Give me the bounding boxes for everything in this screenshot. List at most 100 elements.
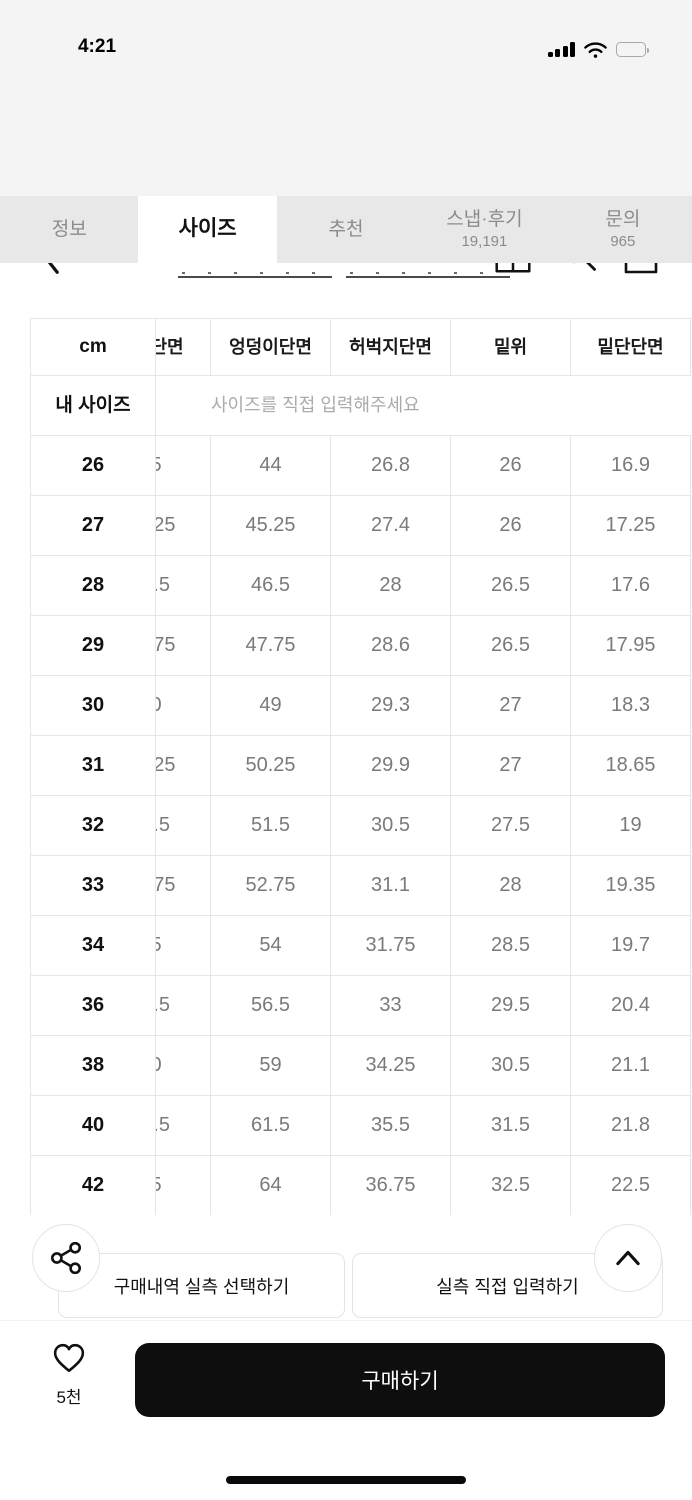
share-button[interactable] <box>32 1224 100 1292</box>
size-row-label[interactable]: 28 <box>31 556 156 616</box>
buy-button[interactable]: 구매하기 <box>135 1343 665 1417</box>
like-button[interactable]: 5천 <box>40 1342 98 1408</box>
measurement-cell: 27 <box>451 676 571 735</box>
measurement-cell: 50.25 <box>211 736 331 795</box>
measurement-cell: 29.9 <box>331 736 451 795</box>
table-corner-header: cm <box>31 319 156 376</box>
measurement-cell: 22.5 <box>571 1156 691 1215</box>
home-indicator[interactable] <box>226 1476 466 1484</box>
measurement-cell: 45.25 <box>211 496 331 555</box>
size-row-label[interactable]: 36 <box>31 976 156 1036</box>
measurement-cell: 47.75 <box>211 616 331 675</box>
tab-inquiry[interactable]: 문의 965 <box>605 208 641 250</box>
tab-info[interactable]: 정보 <box>51 218 87 240</box>
clipped-underlined-text[interactable] <box>178 268 332 278</box>
measurement-cell: 17.95 <box>571 616 691 675</box>
measurement-cell: 35.5 <box>331 1096 451 1155</box>
select-measured-from-orders-button[interactable]: 구매내역 실측 선택하기 <box>58 1253 345 1318</box>
nav-bar <box>0 108 692 274</box>
measurement-cell: 21.8 <box>571 1096 691 1155</box>
measurement-cell: 28.6 <box>331 616 451 675</box>
tab-bar: 정보 사이즈 추천 스냅·후기 19,191 문의 965 <box>0 196 692 263</box>
measurement-cell: 49 <box>211 676 331 735</box>
measurement-cell: 26 <box>451 436 571 495</box>
size-row-label[interactable]: 26 <box>31 436 156 496</box>
inquiry-count: 965 <box>610 232 636 250</box>
like-count: 5천 <box>56 1388 82 1407</box>
size-row-label[interactable]: 31 <box>31 736 156 796</box>
size-row-label[interactable]: 27 <box>31 496 156 556</box>
size-row-label[interactable]: 34 <box>31 916 156 976</box>
tab-snap-reviews[interactable]: 스냅·후기 19,191 <box>446 208 523 250</box>
measurement-cell: 59 <box>211 1036 331 1095</box>
size-row-label[interactable]: 30 <box>31 676 156 736</box>
measurement-cell: 64 <box>211 1156 331 1215</box>
size-row: 52.561.535.531.521.8 <box>91 1096 691 1156</box>
column-header: 허벅지단면 <box>331 319 451 375</box>
clipped-underlined-text[interactable] <box>346 268 510 278</box>
measurement-cell: 20.4 <box>571 976 691 1035</box>
measurement-cell: 30.5 <box>331 796 451 855</box>
measurement-cell: 17.25 <box>571 496 691 555</box>
top-chrome <box>0 0 692 196</box>
size-row-label[interactable]: 42 <box>31 1156 156 1215</box>
measurement-cell: 54 <box>211 916 331 975</box>
measurement-cell: 28.5 <box>451 916 571 975</box>
status-time: 4:21 <box>77 36 117 57</box>
tab-recommend[interactable]: 추천 <box>328 218 364 240</box>
measurement-cell: 18.3 <box>571 676 691 735</box>
measurement-cell: 27.5 <box>451 796 571 855</box>
heart-icon <box>53 1343 85 1373</box>
size-row-label[interactable]: 32 <box>31 796 156 856</box>
measurement-cell: 19.7 <box>571 916 691 975</box>
column-header: 밑위 <box>451 319 571 375</box>
my-size-label: 내 사이즈 <box>31 376 156 436</box>
tab-size[interactable]: 사이즈 <box>138 196 277 263</box>
measurement-cell: 31.75 <box>331 916 451 975</box>
status-icons <box>547 40 649 59</box>
measurement-cell: 46.5 <box>211 556 331 615</box>
my-size-input-row[interactable]: 사이즈를 직접 입력해주세요 <box>91 376 691 436</box>
measurement-cell: 29.3 <box>331 676 451 735</box>
measurement-cell: 16.9 <box>571 436 691 495</box>
measurement-cell: 33 <box>331 976 451 1035</box>
measurement-cell: 26.8 <box>331 436 451 495</box>
wifi-icon <box>584 42 607 58</box>
measurement-cell: 18.65 <box>571 736 691 795</box>
measurement-cell: 32.5 <box>451 1156 571 1215</box>
measurement-cell: 36.75 <box>331 1156 451 1215</box>
measurement-cell: 21.1 <box>571 1036 691 1095</box>
table-header-row: 허리단면엉덩이단면허벅지단면밑위밑단단면 <box>91 319 691 376</box>
size-row-label[interactable]: 33 <box>31 856 156 916</box>
measurement-cell: 51.5 <box>211 796 331 855</box>
measurement-cell: 27 <box>451 736 571 795</box>
measurement-cell: 28 <box>451 856 571 915</box>
size-row-label[interactable]: 38 <box>31 1036 156 1096</box>
measurement-cell: 26 <box>451 496 571 555</box>
measurement-cell: 31.1 <box>331 856 451 915</box>
cellular-signal-icon <box>547 42 575 57</box>
size-row-label[interactable]: 29 <box>31 616 156 676</box>
review-count: 19,191 <box>461 232 508 250</box>
size-table-scroll-area[interactable]: 허리단면엉덩이단면허벅지단면밑위밑단단면 사이즈를 직접 입력해주세요 3544… <box>91 319 691 1215</box>
size-row-label[interactable]: 40 <box>31 1096 156 1156</box>
scroll-to-top-button[interactable] <box>594 1224 662 1292</box>
measurement-cell: 56.5 <box>211 976 331 1035</box>
column-header: 엉덩이단면 <box>211 319 331 375</box>
my-size-placeholder[interactable]: 사이즈를 직접 입력해주세요 <box>211 395 420 415</box>
measurement-cell: 52.75 <box>211 856 331 915</box>
measurement-cell: 27.4 <box>331 496 451 555</box>
measurement-cell: 19.35 <box>571 856 691 915</box>
size-table-sticky-column: cm 내 사이즈 26 27 28 29 30 31 32 33 34 36 38 40 42 <box>31 319 156 1215</box>
